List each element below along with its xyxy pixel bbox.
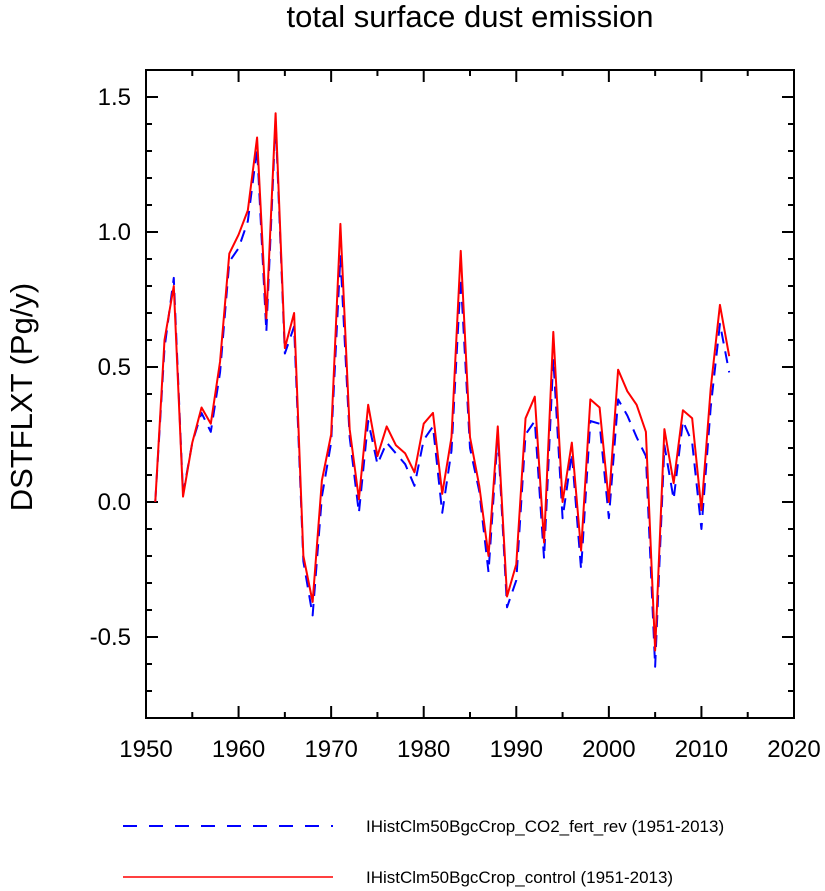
- x-axis-ticks: 1950 1960 1970 1980 1990 2000 2010 2020: [119, 70, 821, 763]
- x-tick-label: 1980: [397, 736, 450, 763]
- legend-label-1: IHistClm50BgcCrop_CO2_fert_rev (1951-201…: [366, 817, 724, 836]
- series-line-1: [154, 120, 731, 668]
- y-tick-label: 0.0: [98, 489, 131, 516]
- x-tick-label: 2000: [582, 736, 635, 763]
- y-tick-label: 1.5: [98, 84, 131, 111]
- series-layer: [154, 112, 731, 668]
- x-tick-label: 1960: [212, 736, 265, 763]
- y-tick-label: -0.5: [90, 624, 131, 651]
- x-tick-label: 2020: [767, 736, 820, 763]
- x-tick-label: 1970: [304, 736, 357, 763]
- legend-label-2: IHistClm50BgcCrop_control (1951-2013): [366, 868, 673, 887]
- x-tick-label: 1990: [490, 736, 543, 763]
- y-axis-label: DSTFLXT (Pg/y): [4, 283, 39, 512]
- x-tick-label: 1950: [119, 736, 172, 763]
- legend: IHistClm50BgcCrop_CO2_fert_rev (1951-201…: [123, 817, 724, 887]
- series-line-2: [154, 112, 731, 652]
- y-tick-label: 0.5: [98, 354, 131, 381]
- plot-frame: [145, 69, 795, 719]
- y-tick-label: 1.0: [98, 219, 131, 246]
- y-axis-ticks: -0.5 0.0 0.5 1.0 1.5: [90, 84, 794, 692]
- chart-title: total surface dust emission: [286, 0, 653, 34]
- x-tick-label: 2010: [675, 736, 728, 763]
